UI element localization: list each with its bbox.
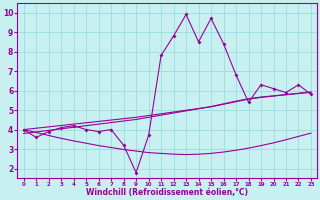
X-axis label: Windchill (Refroidissement éolien,°C): Windchill (Refroidissement éolien,°C) — [86, 188, 248, 197]
